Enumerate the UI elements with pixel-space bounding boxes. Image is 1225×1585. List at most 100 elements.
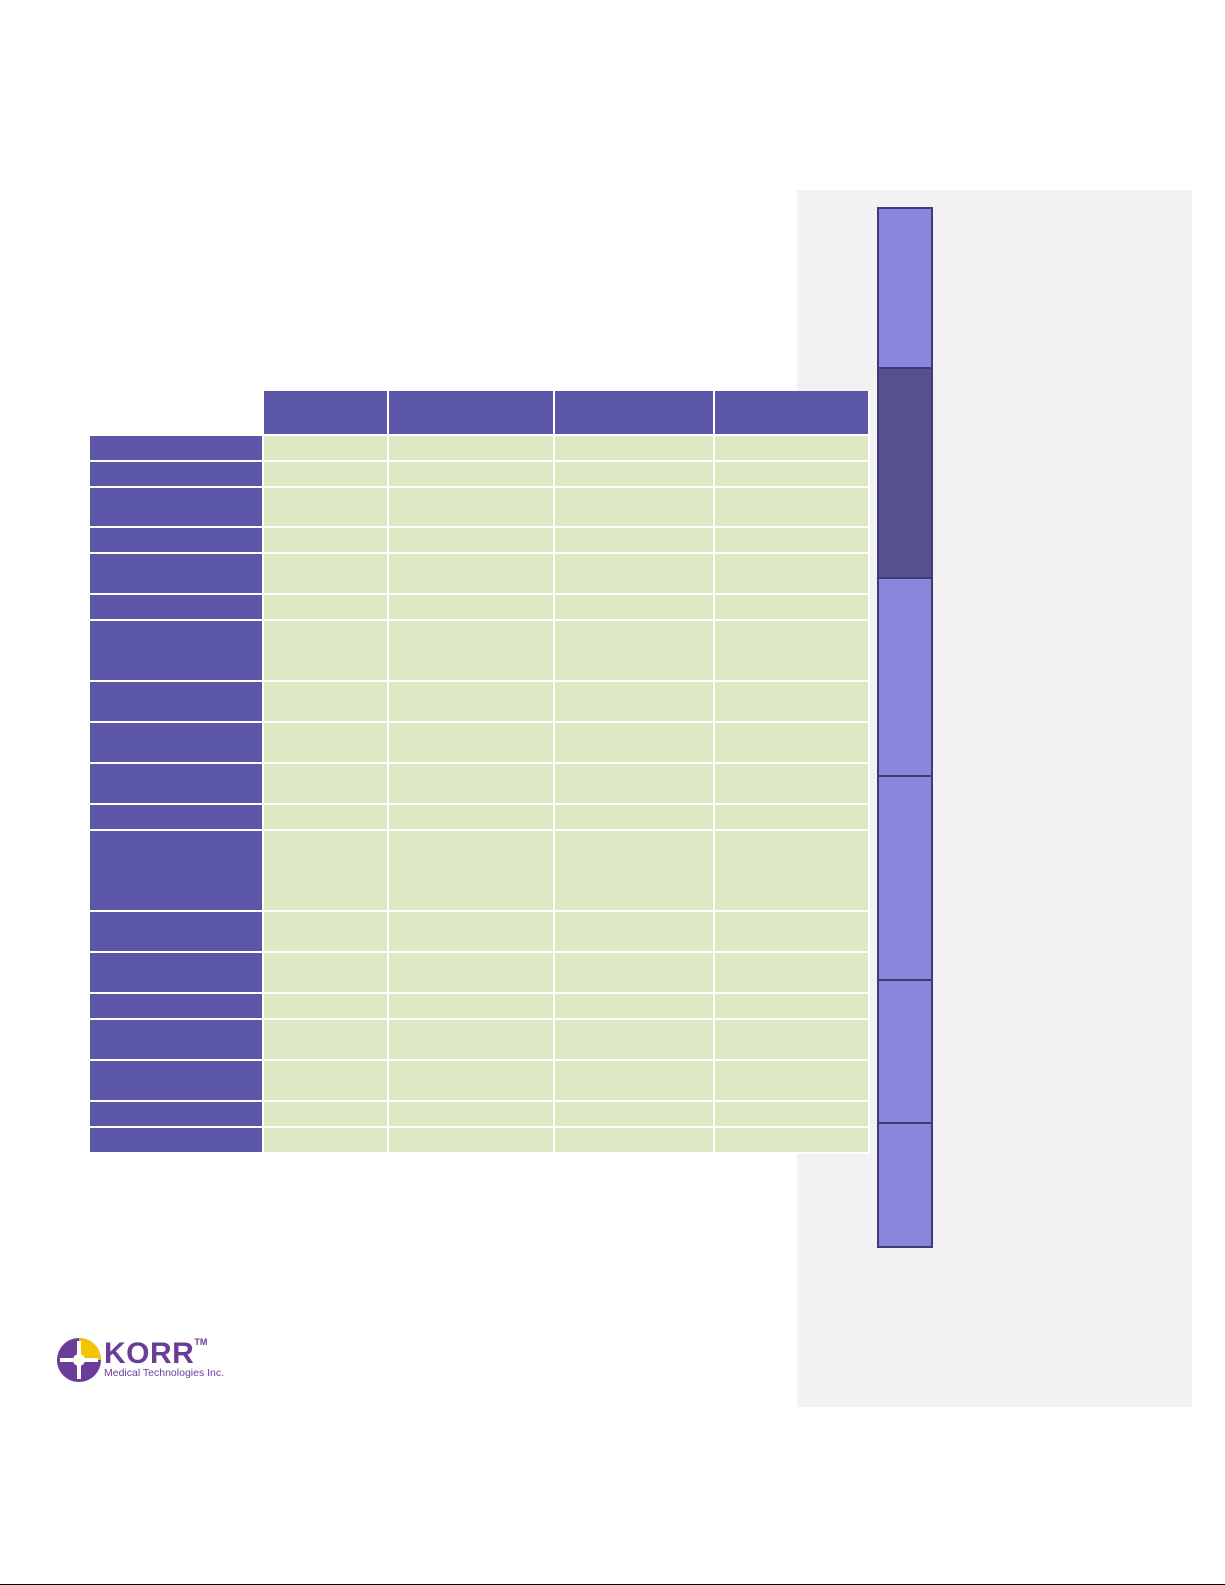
table-cell	[264, 953, 389, 994]
table-row	[90, 1061, 870, 1102]
table-cell	[715, 1061, 870, 1102]
row-label	[90, 1020, 264, 1061]
table-cell	[389, 462, 555, 488]
table-cell	[264, 764, 389, 805]
table-cell	[389, 912, 555, 953]
table-cell	[555, 595, 715, 621]
table-row	[90, 436, 870, 462]
table-row	[90, 621, 870, 682]
table-row	[90, 831, 870, 912]
table-cell	[715, 682, 870, 723]
table-cell	[555, 1128, 715, 1154]
row-label	[90, 682, 264, 723]
table-cell	[715, 1102, 870, 1128]
table-row	[90, 462, 870, 488]
column-header	[715, 391, 870, 436]
section-tab-4[interactable]	[879, 777, 931, 981]
table-cell	[555, 805, 715, 831]
table-cell	[264, 1020, 389, 1061]
table-cell	[264, 994, 389, 1020]
comparison-table	[90, 391, 870, 1154]
table-cell	[715, 436, 870, 462]
table-row	[90, 682, 870, 723]
table-cell	[389, 723, 555, 764]
table-cell	[555, 436, 715, 462]
table-cell	[715, 831, 870, 912]
row-label	[90, 831, 264, 912]
table-cell	[264, 723, 389, 764]
table-row	[90, 764, 870, 805]
table-cell	[264, 462, 389, 488]
table-cell	[389, 621, 555, 682]
table-cell	[264, 595, 389, 621]
table-cell	[389, 488, 555, 528]
table-cell	[389, 554, 555, 595]
table-cell	[389, 528, 555, 554]
table-cell	[264, 1128, 389, 1154]
table-row	[90, 723, 870, 764]
table-cell	[555, 912, 715, 953]
table-cell	[389, 953, 555, 994]
table-cell	[715, 462, 870, 488]
table-corner	[90, 391, 264, 436]
table-cell	[389, 805, 555, 831]
table-cell	[389, 994, 555, 1020]
table-cell	[555, 1061, 715, 1102]
table-row	[90, 488, 870, 528]
table-cell	[389, 1020, 555, 1061]
table-cell	[715, 953, 870, 994]
table-cell	[264, 682, 389, 723]
table-cell	[389, 1061, 555, 1102]
table-cell	[264, 805, 389, 831]
row-label	[90, 764, 264, 805]
table-row	[90, 554, 870, 595]
row-label	[90, 723, 264, 764]
logo-text: KORRTM Medical Technologies Inc.	[104, 1337, 224, 1379]
section-tab-1[interactable]	[879, 209, 931, 369]
korr-logo: KORRTM Medical Technologies Inc.	[56, 1337, 226, 1387]
table-cell	[389, 436, 555, 462]
table-cell	[715, 723, 870, 764]
table-cell	[264, 831, 389, 912]
row-label	[90, 554, 264, 595]
row-label	[90, 912, 264, 953]
table-row	[90, 953, 870, 994]
table-cell	[264, 1061, 389, 1102]
table-cell	[555, 462, 715, 488]
section-tab-6[interactable]	[879, 1124, 931, 1246]
table-row	[90, 528, 870, 554]
column-header	[264, 391, 389, 436]
table-cell	[555, 682, 715, 723]
section-tab-2[interactable]	[879, 369, 931, 579]
table-cell	[389, 682, 555, 723]
row-label	[90, 528, 264, 554]
table-cell	[389, 595, 555, 621]
row-label	[90, 595, 264, 621]
row-label	[90, 462, 264, 488]
section-tab-3[interactable]	[879, 579, 931, 777]
table-cell	[389, 764, 555, 805]
table-cell	[715, 764, 870, 805]
korr-logo-mark-icon	[57, 1338, 101, 1382]
table-cell	[389, 831, 555, 912]
table-row	[90, 994, 870, 1020]
table-cell	[555, 488, 715, 528]
section-tab-5[interactable]	[879, 981, 931, 1124]
table-row	[90, 805, 870, 831]
table-cell	[555, 621, 715, 682]
table-cell	[715, 621, 870, 682]
row-label	[90, 488, 264, 528]
table-cell	[555, 554, 715, 595]
table-cell	[264, 1102, 389, 1128]
logo-wordmark: KORR	[104, 1337, 195, 1370]
table-cell	[264, 488, 389, 528]
row-label	[90, 1128, 264, 1154]
table-row	[90, 912, 870, 953]
table-row	[90, 1020, 870, 1061]
table-cell	[715, 528, 870, 554]
table-cell	[389, 1128, 555, 1154]
column-header	[555, 391, 715, 436]
row-label	[90, 1102, 264, 1128]
table-cell	[715, 1128, 870, 1154]
logo-subtitle: Medical Technologies Inc.	[104, 1367, 225, 1379]
